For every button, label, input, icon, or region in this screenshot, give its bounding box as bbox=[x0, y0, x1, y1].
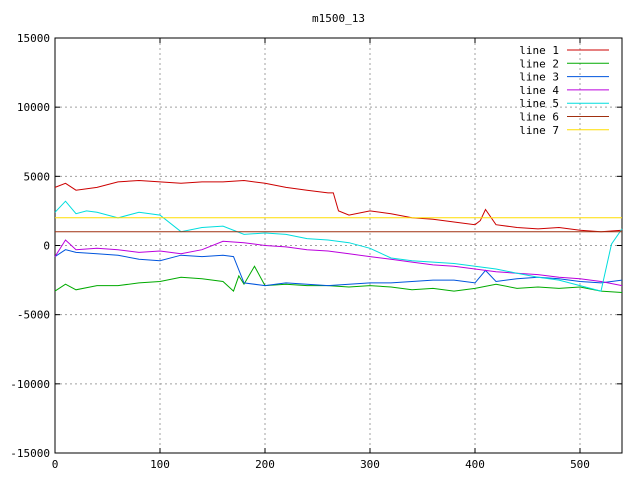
legend-label: line 2 bbox=[519, 57, 559, 70]
series-line-2 bbox=[54, 265, 623, 293]
legend-label: line 6 bbox=[519, 111, 559, 124]
grid bbox=[55, 38, 622, 453]
series-lines bbox=[54, 179, 623, 293]
series-line-3 bbox=[54, 249, 623, 287]
y-tick-label: 15000 bbox=[17, 32, 50, 45]
axis-ticks: 0 100 200 300 400 500 -15000 -10000 -5000 0 5000 10… bbox=[10, 32, 622, 471]
legend-label: line 7 bbox=[519, 124, 559, 137]
legend-label: line 3 bbox=[519, 71, 559, 84]
x-tick-label: 300 bbox=[360, 458, 380, 471]
y-tick-label: 5000 bbox=[24, 170, 51, 183]
chart-title: m1500_13 bbox=[312, 12, 365, 25]
series-line-4 bbox=[54, 239, 623, 287]
series-line-1 bbox=[54, 179, 623, 233]
legend-label: line 1 bbox=[519, 44, 559, 57]
y-tick-label: -10000 bbox=[10, 378, 50, 391]
y-tick-label: 10000 bbox=[17, 101, 50, 114]
legend-label: line 5 bbox=[519, 97, 559, 110]
x-tick-label: 0 bbox=[52, 458, 59, 471]
x-tick-label: 200 bbox=[255, 458, 275, 471]
y-tick-label: -5000 bbox=[17, 309, 50, 322]
y-tick-label: 0 bbox=[43, 240, 50, 253]
x-tick-label: 400 bbox=[465, 458, 485, 471]
x-tick-label: 100 bbox=[150, 458, 170, 471]
legend-label: line 4 bbox=[519, 84, 559, 97]
y-tick-label: -15000 bbox=[10, 447, 50, 460]
x-tick-label: 500 bbox=[570, 458, 590, 471]
